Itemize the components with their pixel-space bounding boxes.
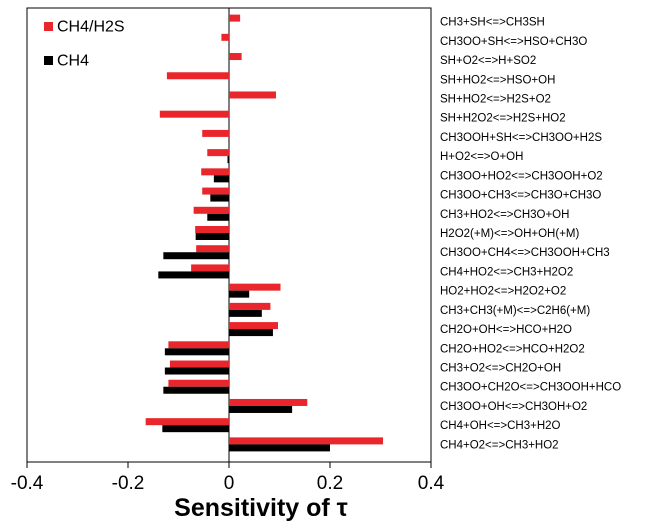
category-label: H+O2<=>O+OH bbox=[440, 151, 523, 163]
bar-ch4 bbox=[158, 271, 229, 279]
bar-ch4-h2s bbox=[168, 341, 229, 349]
category-label: CH3OOH+SH<=>CH3OO+H2S bbox=[440, 132, 602, 144]
bar-ch4-h2s bbox=[201, 168, 229, 176]
bar-ch4 bbox=[229, 405, 293, 413]
category-label: CH4+O2<=>CH3+HO2 bbox=[440, 439, 559, 451]
category-label: CH2O+OH<=>HCO+H2O bbox=[440, 324, 572, 336]
category-label: CH4+HO2<=>CH3+H2O2 bbox=[440, 266, 573, 278]
bar-ch4-h2s bbox=[169, 360, 229, 368]
legend-swatch bbox=[44, 22, 53, 31]
bar-ch4-h2s bbox=[229, 437, 384, 445]
bar-ch4 bbox=[229, 290, 250, 298]
legend-label: CH4 bbox=[57, 53, 89, 70]
category-label: CH3+SH<=>CH3SH bbox=[440, 17, 545, 29]
category-label: CH3OO+CH2O<=>CH3OOH+HCO bbox=[440, 382, 621, 394]
bar-ch4 bbox=[164, 367, 229, 375]
bar-ch4-h2s bbox=[145, 418, 229, 426]
category-label: CH3+HO2<=>CH3O+OH bbox=[440, 209, 569, 221]
bar-ch4-h2s bbox=[195, 226, 229, 233]
bar-ch4-h2s bbox=[207, 149, 229, 157]
bar-ch4-h2s bbox=[159, 110, 229, 118]
x-tick-label: -0.2 bbox=[112, 473, 145, 494]
category-label: SH+O2<=>H+SO2 bbox=[440, 55, 536, 67]
bar-ch4 bbox=[229, 444, 330, 452]
category-label: CH4+OH<=>CH3+H2O bbox=[440, 420, 561, 432]
bar-ch4-h2s bbox=[221, 33, 229, 41]
category-label: CH3OO+SH<=>HSO+CH3O bbox=[440, 36, 587, 48]
x-tick-label: 0.2 bbox=[317, 473, 343, 494]
category-label: SH+H2O2<=>H2S+HO2 bbox=[440, 113, 566, 125]
bar-ch4-h2s bbox=[229, 322, 278, 330]
legend: CH4/H2S CH4 bbox=[44, 19, 125, 70]
bar-ch4-h2s bbox=[229, 14, 241, 22]
bar-ch4-h2s bbox=[229, 302, 271, 310]
category-label: CH3OO+OH<=>CH3OH+O2 bbox=[440, 401, 587, 413]
category-label: CH3+CH3(+M)<=>C2H6(+M) bbox=[440, 305, 590, 317]
category-labels: CH3+SH<=>CH3SH CH3OO+SH<=>HSO+CH3O SH+O2<=… bbox=[440, 17, 621, 452]
category-label: CH3OO+CH3<=>CH3O+CH3O bbox=[440, 190, 601, 202]
bar-ch4-h2s bbox=[166, 72, 229, 80]
bar-ch4 bbox=[195, 233, 229, 240]
bar-ch4-h2s bbox=[202, 187, 229, 195]
category-label: CH3+O2<=>CH2O+OH bbox=[440, 363, 561, 375]
bar-ch4-h2s bbox=[196, 245, 229, 253]
bar-ch4 bbox=[210, 194, 229, 202]
bar-ch4-h2s bbox=[229, 53, 242, 61]
legend-label: CH4/H2S bbox=[57, 19, 125, 36]
x-tick-label: -0.4 bbox=[11, 473, 44, 494]
category-label: SH+HO2<=>H2S+O2 bbox=[440, 93, 551, 105]
bar-ch4-h2s bbox=[191, 264, 229, 272]
bar-ch4 bbox=[207, 213, 229, 221]
bar-ch4 bbox=[164, 348, 229, 356]
bar-ch4 bbox=[162, 425, 229, 433]
category-label: H2O2(+M)<=>OH+OH(+M) bbox=[440, 228, 579, 240]
bar-ch4 bbox=[213, 175, 229, 183]
bars-group bbox=[145, 14, 384, 452]
bar-ch4-h2s bbox=[229, 91, 276, 99]
bar-ch4 bbox=[229, 309, 262, 317]
category-label: CH3OO+CH4<=>CH3OOH+CH3 bbox=[440, 247, 610, 259]
category-label: HO2+HO2<=>H2O2+O2 bbox=[440, 286, 566, 298]
bar-ch4 bbox=[163, 386, 229, 394]
x-tick-label: 0 bbox=[224, 473, 235, 494]
bar-ch4-h2s bbox=[193, 206, 229, 214]
category-label: CH2O+HO2<=>HCO+H2O2 bbox=[440, 343, 585, 355]
category-label: CH3OO+HO2<=>CH3OOH+O2 bbox=[440, 170, 603, 182]
x-axis: -0.4 -0.2 0 0.2 0.4 bbox=[11, 462, 445, 494]
x-axis-title: Sensitivity of τ bbox=[174, 494, 348, 522]
bar-ch4 bbox=[227, 156, 229, 164]
bar-ch4-h2s bbox=[168, 379, 229, 387]
legend-swatch bbox=[44, 56, 53, 65]
category-label: SH+HO2<=>HSO+OH bbox=[440, 74, 555, 86]
bar-ch4 bbox=[163, 252, 229, 260]
bar-ch4-h2s bbox=[202, 129, 229, 137]
bar-ch4-h2s bbox=[229, 398, 308, 406]
bar-ch4-h2s bbox=[229, 283, 281, 291]
bar-ch4 bbox=[229, 329, 273, 337]
x-tick-label: 0.4 bbox=[418, 473, 445, 494]
